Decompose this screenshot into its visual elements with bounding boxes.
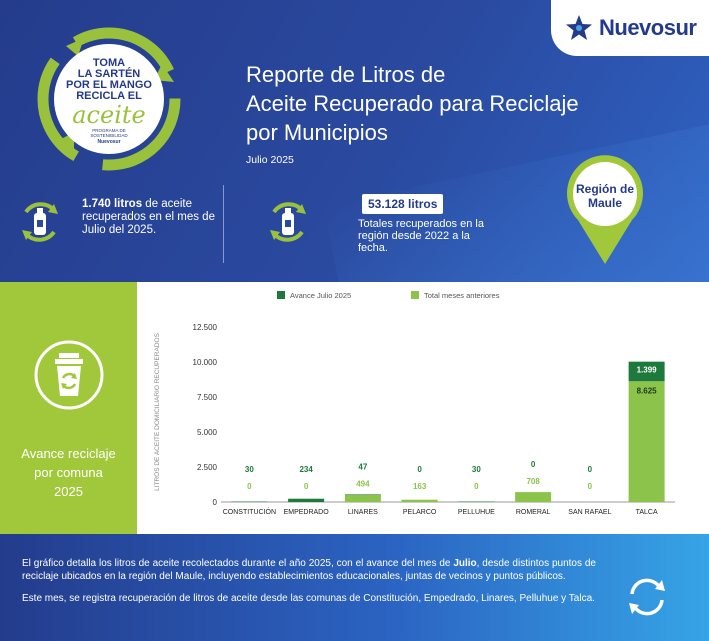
footer-paragraph-1: El gráfico detalla los litros de aceite … bbox=[22, 558, 596, 583]
data-label-previous: 0 bbox=[588, 482, 593, 491]
left-panel: Avance reciclaje por comuna 2025 bbox=[0, 282, 137, 534]
recycle-arrows-icon bbox=[629, 578, 665, 616]
data-label-july: 1.399 bbox=[637, 366, 658, 375]
data-label-previous: 8.625 bbox=[637, 386, 658, 395]
data-label-july: 0 bbox=[531, 460, 536, 469]
oil-bottle-recycle-icon bbox=[22, 202, 58, 242]
data-label-july: 0 bbox=[588, 465, 593, 474]
region-line-2: Maule bbox=[587, 196, 622, 210]
left-caption-line-3: 2025 bbox=[54, 484, 83, 499]
title-line-2: Aceite Recuperado para Reciclaje bbox=[246, 91, 579, 116]
y-axis-label: LITROS DE ACEITE DOMICILIARIO RECUPERADO… bbox=[154, 332, 161, 490]
badge-word: aceite bbox=[72, 101, 146, 129]
region-label: Región de Maule bbox=[570, 182, 640, 210]
campaign-badge: TOMA LA SARTÉN POR EL MANGO RECICLA EL a… bbox=[34, 24, 184, 174]
data-label-july: 47 bbox=[358, 462, 367, 471]
data-label-july: 30 bbox=[472, 465, 481, 474]
footer-description: El gráfico detalla los litros de aceite … bbox=[22, 558, 596, 616]
footer-p1-start: El gráfico detalla los litros de aceite … bbox=[22, 558, 454, 569]
data-label-previous: 494 bbox=[356, 479, 370, 488]
data-label-previous: 0 bbox=[304, 482, 309, 491]
chart-container: Avance Julio 2025 Total meses anteriores L… bbox=[137, 282, 709, 534]
stat-month: 1.740 litros de aceite recuperados en el… bbox=[82, 198, 222, 237]
data-label-previous: 163 bbox=[413, 482, 427, 491]
x-tick-label: PELARCO bbox=[403, 509, 437, 516]
badge-line-3: POR EL MANGO bbox=[66, 79, 152, 91]
left-caption-line-2: por comuna bbox=[34, 465, 103, 480]
stat-month-value: 1.740 litros bbox=[82, 198, 143, 210]
bar-july-2025 bbox=[628, 361, 665, 382]
header-banner: Nuevosur TOMA LA SARTÉN POR EL MANGO REC… bbox=[0, 0, 709, 282]
bar-july-2025 bbox=[288, 498, 325, 502]
brand-name: Nuevosur bbox=[599, 15, 697, 40]
y-tick-label: 10.000 bbox=[193, 358, 218, 367]
x-tick-label: ROMERAL bbox=[516, 509, 551, 516]
x-tick-label: LINARES bbox=[348, 509, 378, 516]
title-line-3: por Municipios bbox=[246, 120, 388, 145]
oil-bottle-recycle-icon bbox=[270, 202, 306, 242]
y-tick-label: 7.500 bbox=[197, 393, 218, 402]
y-tick-label: 5.000 bbox=[197, 428, 218, 437]
brand-logo: Nuevosur bbox=[551, 0, 709, 56]
y-tick-label: 12.500 bbox=[193, 323, 218, 332]
data-label-july: 30 bbox=[245, 465, 254, 474]
left-caption-line-1: Avance reciclaje bbox=[21, 446, 116, 461]
title-line-1: Reporte de Litros de bbox=[246, 62, 446, 87]
stat-total-text: Totales recuperados en la región desde 2… bbox=[358, 218, 484, 254]
region-line-1: Región de bbox=[575, 182, 634, 196]
bar-previous-months bbox=[344, 495, 381, 502]
left-caption: Avance reciclaje por comuna 2025 bbox=[9, 444, 129, 501]
bar-previous-months bbox=[628, 381, 665, 502]
y-tick-label: 0 bbox=[213, 498, 218, 507]
data-label-previous: 0 bbox=[474, 482, 479, 491]
legend-swatch bbox=[277, 291, 285, 299]
x-tick-label: TALCA bbox=[636, 509, 658, 516]
badge-program: PROGRAMA DE SOSTENIBILIDAD bbox=[90, 128, 128, 138]
x-tick-label: PELLUHUE bbox=[458, 509, 495, 516]
page-title: Reporte de Litros de Aceite Recuperado p… bbox=[246, 60, 646, 147]
badge-line-1: TOMA bbox=[92, 57, 126, 69]
bar-previous-months bbox=[401, 499, 438, 502]
x-tick-label: CONSTITUCIÓN bbox=[223, 507, 276, 516]
footer-banner: El gráfico detalla los litros de aceite … bbox=[0, 534, 709, 641]
page-subtitle: Julio 2025 bbox=[246, 154, 294, 166]
data-label-previous: 708 bbox=[526, 477, 540, 486]
footer-p1-end: , desde distintos puntos de reciclaje ub… bbox=[22, 558, 596, 582]
x-tick-label: EMPEDRADO bbox=[284, 509, 330, 516]
badge-line-2: LA SARTÉN bbox=[77, 68, 141, 80]
bar-july-2025 bbox=[344, 494, 381, 496]
data-label-previous: 0 bbox=[247, 482, 252, 491]
star-icon bbox=[566, 15, 592, 40]
bar-previous-months bbox=[515, 492, 552, 502]
stat-total-value: 53.128 litros bbox=[362, 194, 444, 214]
data-label-july: 234 bbox=[299, 465, 313, 474]
data-label-july: 0 bbox=[417, 465, 422, 474]
footer-p1-bold: Julio bbox=[453, 558, 477, 569]
recycle-bin-icon bbox=[34, 340, 103, 410]
y-tick-label: 2.500 bbox=[197, 463, 218, 472]
stacked-bar-chart: Avance Julio 2025 Total meses anteriores L… bbox=[154, 291, 675, 516]
legend-swatch bbox=[411, 291, 419, 299]
map-pin-icon bbox=[567, 155, 643, 264]
footer-paragraph-2: Este mes, se registra recuperación de li… bbox=[22, 593, 595, 604]
badge-line-4: RECICLA EL bbox=[76, 90, 142, 102]
divider bbox=[223, 185, 224, 263]
stat-month-text: de aceite recuperados en el mes de Julio… bbox=[82, 198, 215, 236]
legend-label: Total meses anteriores bbox=[424, 291, 500, 300]
x-tick-label: SAN RAFAEL bbox=[568, 509, 611, 516]
badge-brand: Nuevosur bbox=[97, 139, 121, 145]
legend-label: Avance Julio 2025 bbox=[290, 291, 351, 300]
